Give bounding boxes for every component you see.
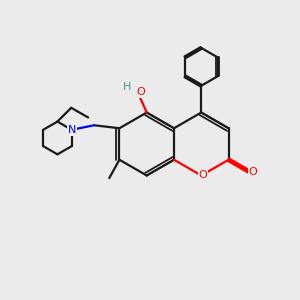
Text: H: H <box>123 82 131 92</box>
Text: O: O <box>249 167 257 178</box>
Text: N: N <box>68 125 76 135</box>
Text: O: O <box>198 170 207 181</box>
Text: O: O <box>137 87 146 97</box>
